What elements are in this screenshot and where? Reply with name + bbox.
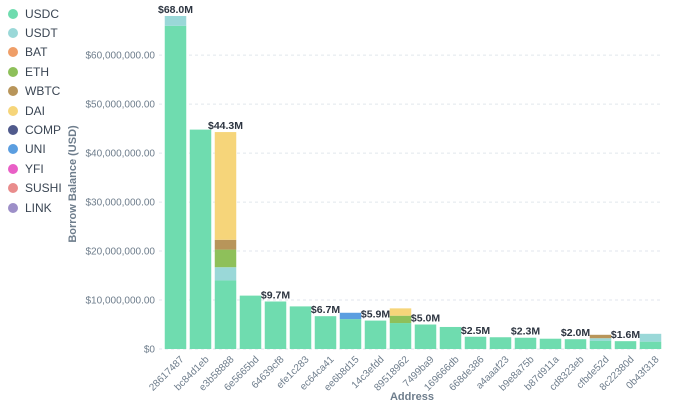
bar-segment-eth[interactable] [214, 249, 237, 268]
bar-segment-usdc[interactable] [514, 337, 537, 349]
bar-total-label: $44.3M [208, 120, 243, 132]
y-tick-label: $20,000,000.00 [85, 247, 155, 258]
bar-total-label: $6.7M [311, 304, 340, 316]
bar-segment-usdc[interactable] [539, 338, 562, 349]
bar-segment-usdc[interactable] [639, 341, 662, 349]
legend-label: ETH [25, 64, 49, 79]
bar-segment-dai[interactable] [214, 132, 237, 240]
legend-item-uni[interactable]: UNI [8, 140, 78, 159]
y-axis-ticks: $0 $10,000,000.00 $20,000,000.00 $30,000,00… [85, 51, 155, 356]
bar-segment-eth[interactable] [389, 315, 412, 324]
legend-item-yfi[interactable]: YFI [8, 159, 78, 178]
legend-item-eth[interactable]: ETH [8, 62, 78, 81]
bar-segment-usdc[interactable] [164, 25, 187, 349]
bars [164, 16, 662, 349]
legend-swatch [8, 125, 18, 136]
legend-swatch [8, 105, 18, 116]
bar-segment-usdc[interactable] [414, 324, 437, 349]
bar-total-label: $5.9M [361, 309, 390, 321]
legend-swatch [8, 183, 18, 194]
legend-item-usdc[interactable]: USDC [8, 4, 78, 23]
legend-label: LINK [25, 200, 52, 215]
legend-label: DAI [25, 103, 46, 118]
x-axis-title: Address [390, 391, 434, 403]
bar-segment-usdc[interactable] [589, 340, 612, 349]
bar-segment-usdc[interactable] [489, 337, 512, 349]
bar-total-label: $9.7M [261, 289, 290, 301]
legend-label: WBTC [25, 84, 61, 99]
legend-label: COMP [25, 123, 61, 138]
bar-segment-usdc[interactable] [439, 326, 462, 349]
legend-label: SUSHI [25, 181, 62, 196]
y-tick-label: $50,000,000.00 [85, 100, 155, 111]
bar-segment-usdc[interactable] [614, 341, 637, 349]
y-axis-title: Borrow Balance (USD) [67, 125, 79, 243]
legend-swatch [8, 66, 18, 77]
bar-segment-usdc[interactable] [464, 336, 487, 349]
y-tick-label: $60,000,000.00 [85, 51, 155, 62]
bar-segment-wbtc[interactable] [214, 239, 237, 250]
bar-segment-usdt[interactable] [589, 338, 612, 341]
bar-total-label: $2.5M [461, 325, 490, 337]
legend-swatch [8, 202, 18, 213]
y-tick-label: $40,000,000.00 [85, 149, 155, 160]
bar-segment-usdc[interactable] [314, 316, 337, 349]
chart-legend: USDC USDT BAT ETH WBTC DAI COMP UNI YFI SUSHI LINK [8, 4, 78, 217]
bar-segment-usdt[interactable] [214, 267, 237, 281]
y-tick-label: $30,000,000.00 [85, 198, 155, 209]
legend-label: USDT [25, 26, 58, 41]
bar-total-label: $2.0M [561, 327, 590, 339]
bar-total-label: $1.6M [611, 329, 640, 341]
legend-item-sushi[interactable]: SUSHI [8, 179, 78, 198]
legend-label: UNI [25, 142, 46, 157]
legend-label: YFI [25, 161, 44, 176]
y-tick-label: $0 [144, 345, 156, 356]
legend-swatch [8, 47, 18, 58]
bar-segment-usdt[interactable] [639, 333, 662, 342]
bar-segment-usdt[interactable] [164, 16, 187, 26]
bar-total-label: $5.0M [411, 313, 440, 325]
bar-segment-uni[interactable] [339, 312, 362, 320]
bar-labels: $68.0M $44.3M $9.7M $6.7M $5.9M $5.0M $2.5M $2.… [158, 4, 640, 341]
bar-segment-usdc[interactable] [389, 323, 412, 349]
bar-segment-dai[interactable] [389, 308, 412, 316]
bar-segment-usdc[interactable] [339, 319, 362, 349]
legend-item-link[interactable]: LINK [8, 198, 78, 217]
bar-segment-usdc[interactable] [189, 129, 212, 349]
bar-segment-usdc[interactable] [214, 280, 237, 349]
legend-label: USDC [25, 6, 60, 21]
legend-item-dai[interactable]: DAI [8, 101, 78, 120]
bar-segment-usdc[interactable] [264, 301, 287, 349]
legend-swatch [8, 86, 18, 97]
bar-segment-usdc[interactable] [564, 339, 587, 349]
bar-total-label: $2.3M [511, 326, 540, 338]
bar-total-label: $68.0M [158, 4, 193, 16]
legend-item-bat[interactable]: BAT [8, 43, 78, 62]
legend-item-usdt[interactable]: USDT [8, 23, 78, 42]
legend-item-wbtc[interactable]: WBTC [8, 82, 78, 101]
legend-swatch [8, 144, 18, 155]
x-axis-ticks: 28617487bc84d1ebe3b588886e5665bd64639cf8… [147, 354, 662, 394]
bar-segment-wbtc[interactable] [589, 334, 612, 339]
legend-item-comp[interactable]: COMP [8, 120, 78, 139]
legend-swatch [8, 163, 18, 174]
legend-swatch [8, 8, 18, 19]
legend-swatch [8, 28, 18, 39]
bar-segment-usdc[interactable] [364, 320, 387, 349]
legend-label: BAT [25, 45, 48, 60]
bar-segment-usdc[interactable] [239, 295, 262, 349]
y-tick-label: $10,000,000.00 [85, 296, 155, 307]
bar-segment-usdc[interactable] [289, 306, 312, 349]
